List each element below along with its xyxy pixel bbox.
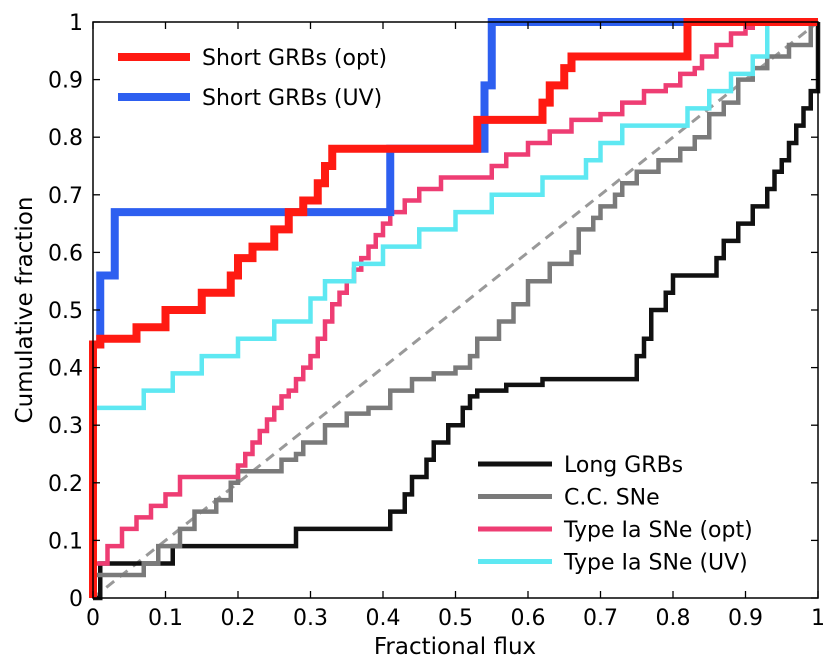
x-tick-label: 0.2 — [221, 606, 256, 631]
y-tick-label: 1 — [69, 11, 83, 36]
x-tick-label: 0.6 — [511, 606, 546, 631]
y-tick-label: 0.8 — [48, 126, 83, 151]
legend-label-short-grbs-opt: Short GRBs (opt) — [202, 46, 387, 71]
x-tick-label: 1 — [811, 606, 825, 631]
x-tick-label: 0.8 — [656, 606, 691, 631]
legend-label-short-grbs-uv: Short GRBs (UV) — [202, 86, 382, 111]
series-line-c-c-sne — [90, 19, 818, 598]
x-axis-title: Fractional flux — [374, 634, 536, 660]
x-tick-label: 0.7 — [583, 606, 618, 631]
series-line-type-ia-sne-uv — [90, 19, 818, 598]
y-axis-title: Cumulative fraction — [12, 197, 38, 424]
y-tick-label: 0 — [69, 587, 83, 612]
x-tick-label: 0.9 — [728, 606, 763, 631]
legends-layer: Short GRBs (opt) Short GRBs (UV) Long GRBs… — [118, 46, 753, 576]
legend-label-type-ia-sne-opt: Type Ia SNe (opt) — [563, 518, 753, 543]
series-line-short-grbs-opt — [89, 18, 818, 598]
x-tick-label: 0.3 — [293, 606, 328, 631]
y-tick-label: 0.5 — [48, 299, 83, 324]
reference-diagonal-line — [92, 20, 819, 600]
series-line-short-grbs-uv — [89, 18, 818, 598]
x-tick-label: 0.4 — [366, 606, 401, 631]
reference-line-layer — [92, 20, 819, 600]
axes-layer: 0 0.1 0.2 0.3 0.4 0.5 0.6 0.7 0.8 0.9 1 0 0.1 0.2 0.3 0… — [48, 11, 825, 631]
x-tick-label: 0.1 — [148, 606, 183, 631]
y-tick-label: 0.3 — [48, 414, 83, 439]
y-tick-label: 0.4 — [48, 357, 83, 382]
series-layer — [89, 18, 821, 601]
y-tick-label: 0.2 — [48, 472, 83, 497]
x-tick-label: 0.5 — [438, 606, 473, 631]
legend-label-type-ia-sne-uv: Type Ia SNe (UV) — [563, 551, 748, 576]
y-tick-label: 0.7 — [48, 184, 83, 209]
y-tick-label: 0.1 — [48, 529, 83, 554]
y-tick-label: 0.9 — [48, 69, 83, 94]
legend-label-c-c-sne: C.C. SNe — [564, 486, 660, 511]
legend-label-long-grbs: Long GRBs — [564, 453, 683, 478]
x-tick-label: 0 — [86, 606, 100, 631]
legend-top-left: Short GRBs (opt) Short GRBs (UV) — [118, 46, 387, 111]
y-tick-label: 0.6 — [48, 241, 83, 266]
series-line-long-grbs — [93, 22, 821, 601]
series-line-type-ia-sne-opt — [90, 19, 818, 598]
legend-bottom-right: Long GRBs C.C. SNe Type Ia SNe (opt) Type I… — [478, 453, 753, 576]
